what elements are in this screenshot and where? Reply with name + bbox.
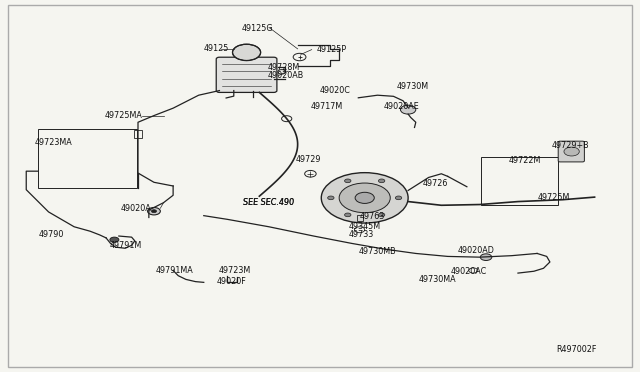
Circle shape	[564, 147, 579, 156]
Bar	[481, 157, 557, 205]
Text: 49722M: 49722M	[508, 155, 541, 164]
Text: 49728M: 49728M	[268, 63, 300, 72]
Text: 49726: 49726	[422, 179, 447, 187]
Text: 49125P: 49125P	[317, 45, 347, 54]
Text: 49020F: 49020F	[216, 277, 246, 286]
Text: 49717M: 49717M	[310, 102, 342, 111]
Bar	[38, 129, 137, 188]
Circle shape	[480, 254, 492, 260]
Text: 49733: 49733	[349, 230, 374, 240]
Text: 49729+B: 49729+B	[551, 141, 589, 151]
Circle shape	[152, 210, 157, 213]
Text: 49723M: 49723M	[219, 266, 252, 275]
Bar	[134, 131, 143, 138]
Text: 49763: 49763	[360, 212, 385, 221]
Text: 49790: 49790	[39, 230, 65, 240]
Circle shape	[148, 208, 161, 215]
Text: 49345M: 49345M	[349, 222, 381, 231]
Circle shape	[344, 179, 351, 183]
Circle shape	[321, 173, 408, 223]
Text: 49125: 49125	[204, 44, 229, 53]
Circle shape	[355, 192, 374, 203]
Text: 49730MB: 49730MB	[358, 247, 396, 256]
Text: 49020AE: 49020AE	[384, 102, 420, 111]
Text: 49730MA: 49730MA	[419, 275, 456, 284]
Text: SEE SEC.490: SEE SEC.490	[243, 198, 294, 207]
Text: 49020AB: 49020AB	[268, 71, 304, 80]
Circle shape	[232, 44, 260, 61]
Text: 49725MA: 49725MA	[105, 111, 143, 120]
Text: SEE SEC.490: SEE SEC.490	[243, 198, 294, 207]
FancyBboxPatch shape	[216, 57, 277, 92]
Circle shape	[401, 105, 416, 114]
Text: 49791M: 49791M	[109, 241, 141, 250]
Text: 49791MA: 49791MA	[156, 266, 193, 275]
Text: 49730M: 49730M	[397, 82, 429, 91]
Circle shape	[110, 237, 119, 242]
Bar	[357, 215, 364, 221]
Text: 49725M: 49725M	[537, 193, 570, 202]
Text: 49020C: 49020C	[320, 86, 351, 95]
Circle shape	[339, 183, 390, 213]
Circle shape	[396, 196, 402, 200]
Text: 49020A: 49020A	[121, 205, 152, 214]
FancyBboxPatch shape	[558, 141, 584, 162]
Text: 49723MA: 49723MA	[35, 138, 72, 147]
Text: R497002F: R497002F	[556, 345, 596, 354]
Circle shape	[344, 213, 351, 217]
Circle shape	[378, 179, 385, 183]
Text: 49729: 49729	[296, 155, 321, 164]
Text: 49125G: 49125G	[242, 24, 274, 33]
Text: 49020AD: 49020AD	[458, 246, 494, 255]
Circle shape	[378, 213, 385, 217]
Circle shape	[328, 196, 334, 200]
Text: 49020AC: 49020AC	[451, 267, 487, 276]
